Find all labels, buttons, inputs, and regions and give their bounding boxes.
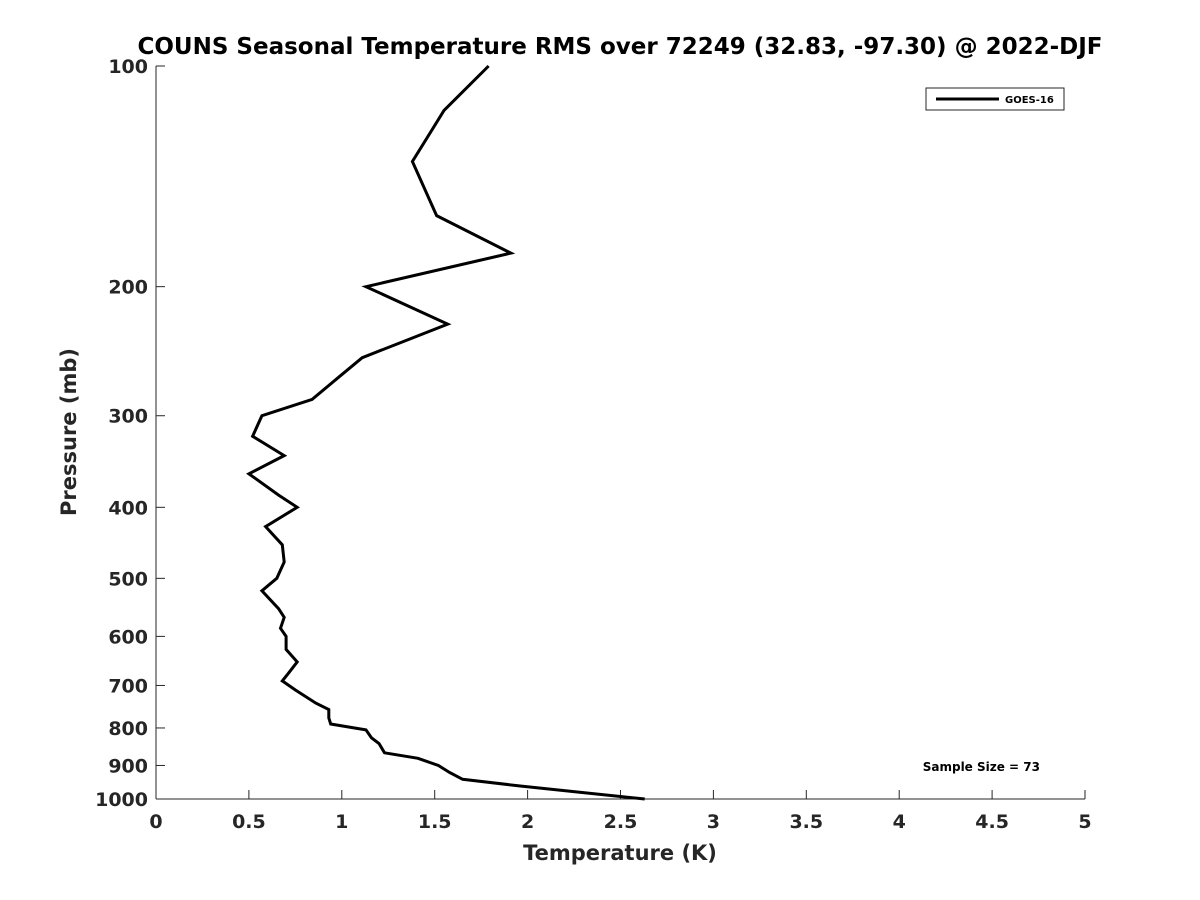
x-tick-label: 2 [521,811,534,833]
y-tick-label: 600 [108,626,148,648]
x-axis-label: Temperature (K) [523,841,717,865]
legend-entry-goes-16: GOES-16 [1005,95,1054,106]
y-tick-label: 300 [108,406,148,428]
x-tick-label: 0.5 [232,811,266,833]
x-tick-label: 3.5 [789,811,823,833]
y-tick-label: 1000 [95,789,148,811]
y-tick-label: 100 [108,56,148,78]
y-axis-label: Pressure (mb) [57,348,81,516]
chart-title: COUNS Seasonal Temperature RMS over 7224… [137,34,1102,60]
y-tick-label: 800 [108,718,148,740]
y-tick-label: 500 [108,568,148,590]
x-tick-label: 1.5 [418,811,452,833]
y-tick-label: 200 [108,277,148,299]
series-line-goes-16 [246,64,645,801]
sample-size-annotation: Sample Size = 73 [923,760,1040,774]
x-ticks: 0 0.5 1 1.5 2 2.5 3 3.5 4 4.5 5 [149,790,1092,833]
y-tick-label: 700 [108,675,148,697]
x-tick-label: 2.5 [604,811,638,833]
y-tick-label: 400 [108,497,148,519]
y-tick-label: 900 [108,755,148,777]
y-ticks: 100 200 300 400 500 600 700 800 900 1000 [95,56,165,811]
x-tick-label: 5 [1078,811,1091,833]
series-layer [246,64,645,801]
legend: GOES-16 [925,87,1065,111]
x-tick-label: 0 [149,811,162,833]
x-tick-label: 1 [335,811,348,833]
x-tick-label: 4.5 [975,811,1009,833]
x-tick-label: 3 [707,811,720,833]
x-tick-label: 4 [893,811,906,833]
